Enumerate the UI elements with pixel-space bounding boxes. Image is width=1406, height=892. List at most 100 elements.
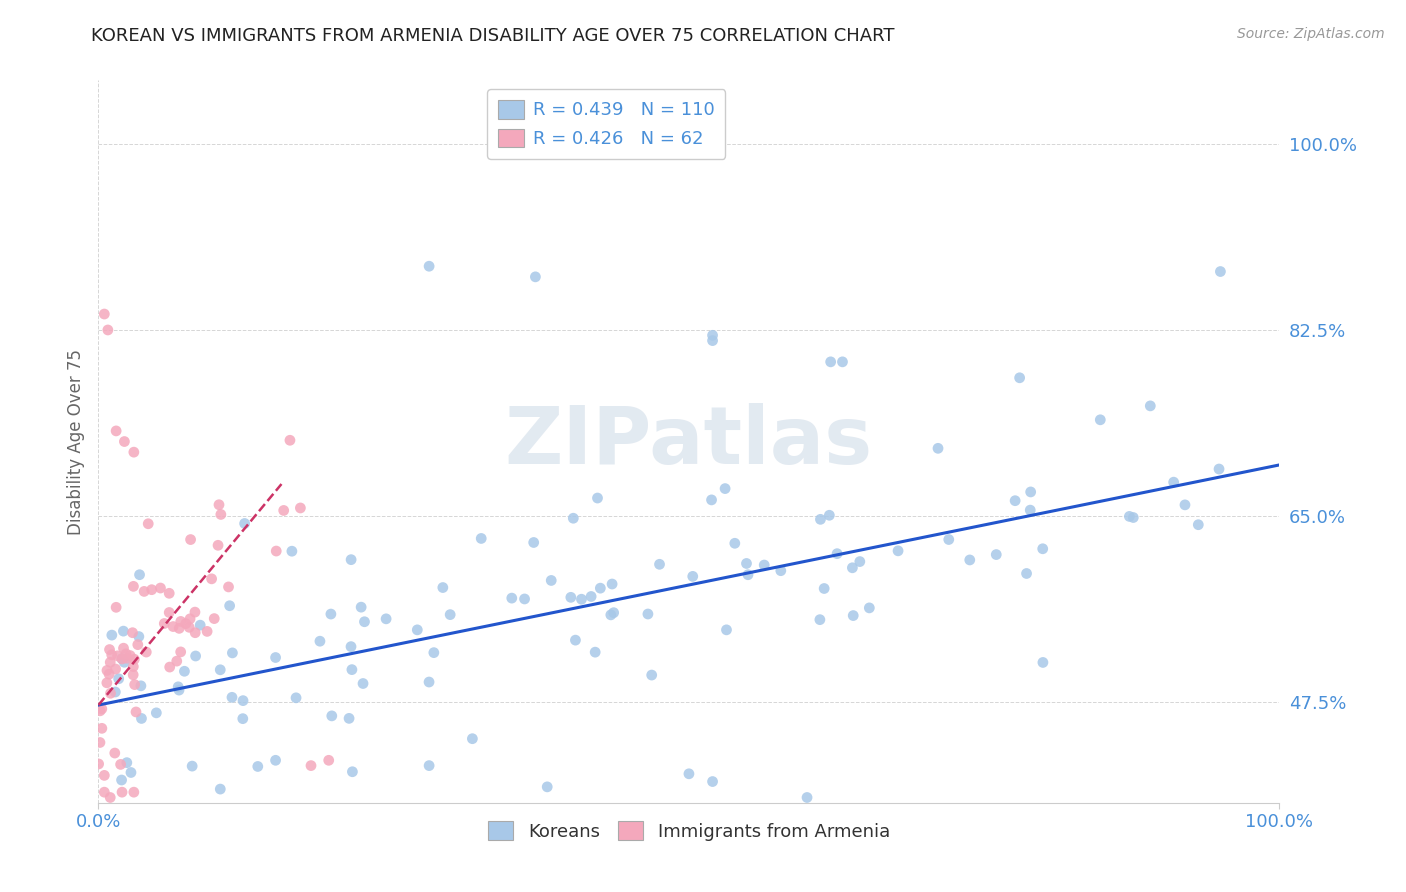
Point: [342, 764, 364, 779]
Point: [583, 645, 606, 659]
Point: [264, 544, 287, 558]
Point: [841, 561, 863, 575]
Point: [375, 612, 398, 626]
Point: [278, 434, 301, 448]
Point: [91, 813, 114, 827]
Point: [340, 552, 363, 566]
Point: [112, 434, 135, 449]
Point: [208, 498, 231, 512]
Point: [104, 685, 127, 699]
Point: [318, 753, 340, 767]
Point: [125, 705, 148, 719]
Point: [1019, 485, 1042, 500]
Y-axis label: Disability Age Over 75: Disability Age Over 75: [66, 349, 84, 534]
Point: [179, 620, 201, 634]
Point: [87, 756, 110, 771]
Point: [1015, 566, 1038, 581]
Point: [1032, 541, 1054, 556]
Point: [131, 711, 153, 725]
Point: [167, 680, 190, 694]
Point: [145, 706, 167, 720]
Point: [340, 663, 363, 677]
Point: [90, 722, 112, 736]
Point: [796, 790, 818, 805]
Point: [115, 647, 138, 661]
Point: [714, 482, 737, 496]
Point: [98, 667, 121, 681]
Point: [121, 625, 143, 640]
Point: [540, 574, 562, 588]
Point: [122, 445, 145, 459]
Point: [104, 662, 127, 676]
Point: [170, 615, 193, 629]
Point: [586, 491, 609, 505]
Point: [221, 690, 243, 705]
Point: [122, 579, 145, 593]
Point: [842, 608, 865, 623]
Point: [149, 581, 172, 595]
Point: [501, 591, 523, 606]
Point: [849, 555, 872, 569]
Point: [1174, 498, 1197, 512]
Point: [201, 572, 224, 586]
Point: [724, 536, 747, 550]
Point: [122, 659, 145, 673]
Point: [599, 607, 621, 622]
Point: [319, 607, 342, 621]
Point: [564, 633, 586, 648]
Point: [353, 615, 375, 629]
Point: [112, 655, 135, 669]
Point: [264, 650, 287, 665]
Point: [321, 709, 343, 723]
Point: [136, 516, 159, 531]
Point: [141, 582, 163, 597]
Point: [89, 735, 111, 749]
Point: [1118, 509, 1140, 524]
Point: [90, 702, 112, 716]
Point: [290, 500, 312, 515]
Point: [602, 606, 624, 620]
Point: [682, 569, 704, 583]
Point: [678, 766, 700, 780]
Point: [1139, 399, 1161, 413]
Point: [100, 686, 122, 700]
Point: [808, 613, 831, 627]
Point: [264, 753, 287, 767]
Text: ZIPatlas: ZIPatlas: [505, 402, 873, 481]
Point: [350, 600, 373, 615]
Point: [107, 648, 129, 663]
Point: [1163, 475, 1185, 490]
Point: [246, 759, 269, 773]
Point: [112, 641, 135, 656]
Point: [1004, 493, 1026, 508]
Point: [104, 746, 127, 760]
Point: [167, 683, 190, 698]
Point: [439, 607, 461, 622]
Point: [825, 547, 848, 561]
Point: [115, 651, 138, 665]
Point: [115, 756, 138, 770]
Point: [120, 765, 142, 780]
Point: [959, 553, 981, 567]
Point: [418, 259, 440, 273]
Point: [209, 508, 232, 522]
Point: [110, 772, 132, 787]
Point: [209, 782, 232, 797]
Point: [418, 758, 440, 772]
Point: [128, 567, 150, 582]
Point: [524, 269, 547, 284]
Point: [232, 693, 254, 707]
Point: [702, 328, 724, 343]
Point: [820, 355, 842, 369]
Point: [93, 785, 115, 799]
Point: [1032, 656, 1054, 670]
Point: [98, 642, 121, 657]
Point: [986, 548, 1008, 562]
Point: [858, 600, 880, 615]
Point: [273, 503, 295, 517]
Point: [1208, 462, 1230, 476]
Point: [737, 567, 759, 582]
Point: [560, 591, 582, 605]
Point: [195, 624, 218, 639]
Point: [101, 628, 124, 642]
